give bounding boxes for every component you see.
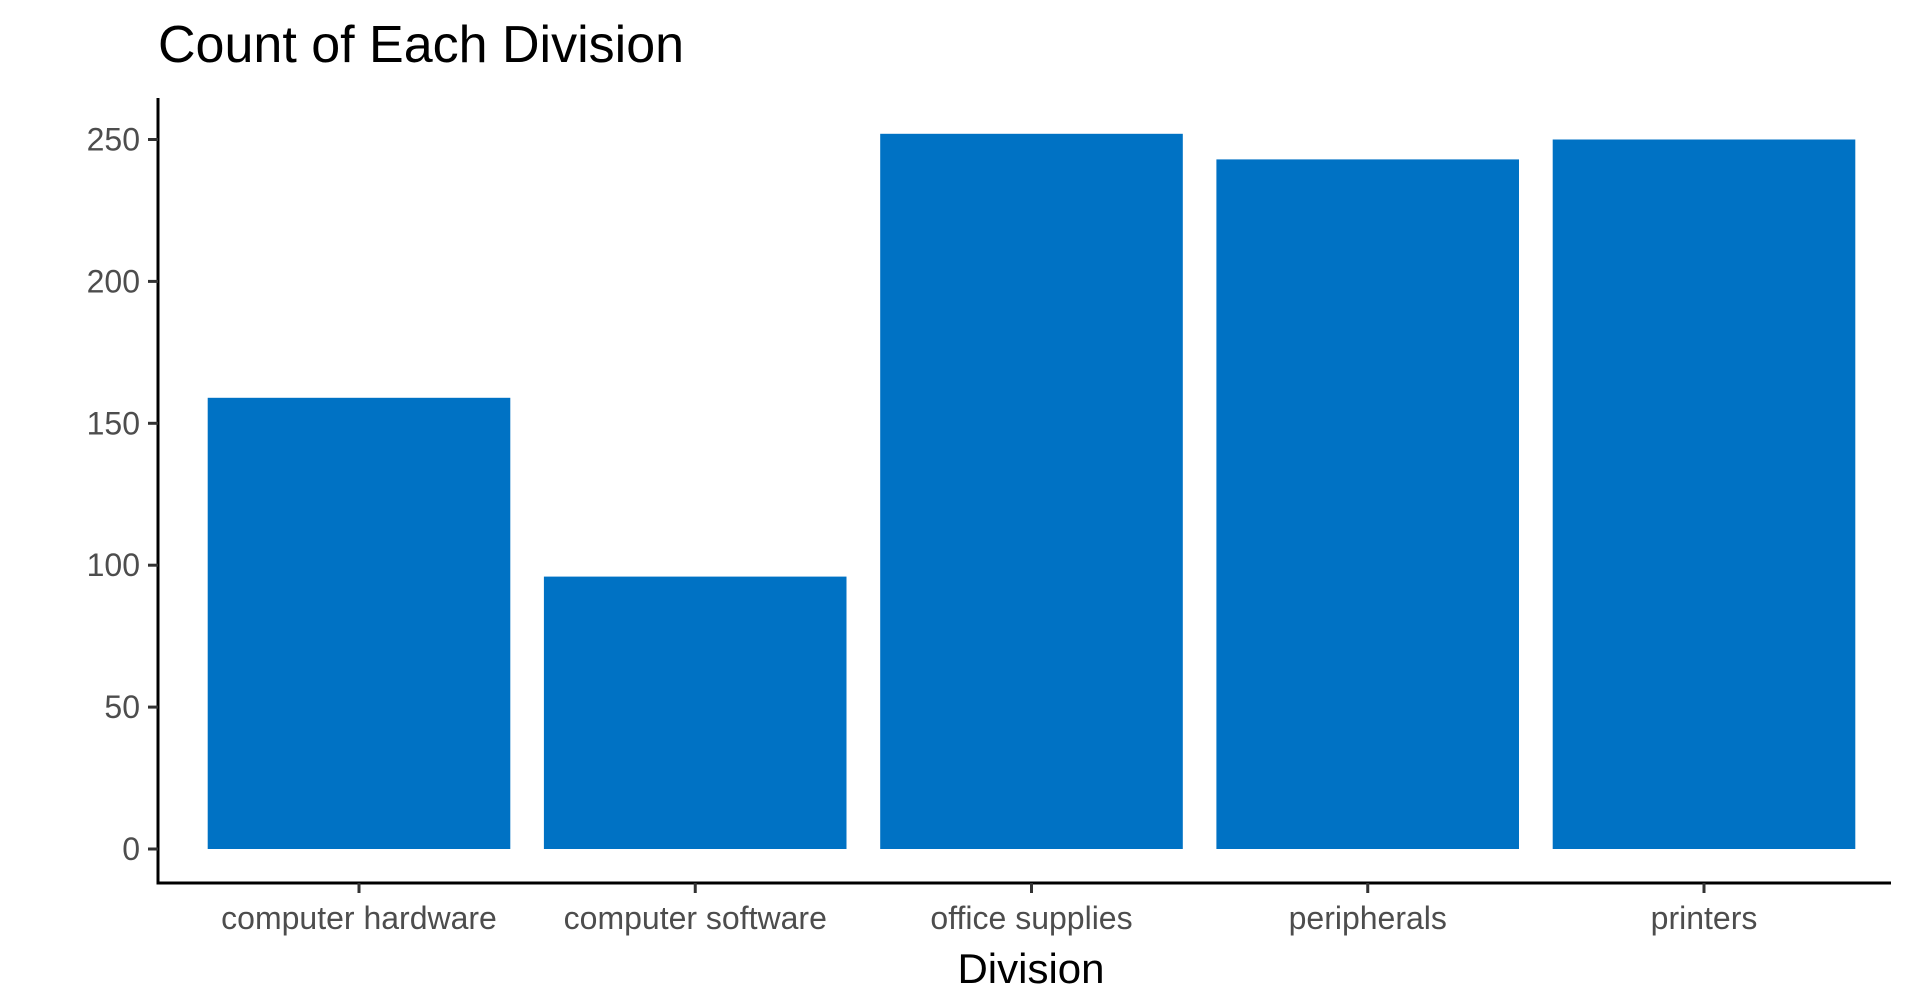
y-tick-label: 200 xyxy=(87,263,140,299)
x-tick-label: computer hardware xyxy=(221,900,497,936)
x-tick-label: peripherals xyxy=(1289,900,1447,936)
y-tick-label: 150 xyxy=(87,405,140,441)
x-tick-label: printers xyxy=(1651,900,1758,936)
y-tick-label: 0 xyxy=(122,831,140,867)
y-tick-label: 250 xyxy=(87,122,140,158)
y-tick-label: 50 xyxy=(104,689,140,725)
x-axis-ticks: computer hardware computer software office… xyxy=(221,883,1757,936)
bar-computer-software xyxy=(543,576,847,849)
bar-computer-hardware xyxy=(207,397,511,849)
x-tick-label: computer software xyxy=(564,900,827,936)
bar-peripherals xyxy=(1216,159,1519,849)
y-axis-ticks: 0 50 100 150 200 250 xyxy=(87,122,158,867)
y-tick-label: 100 xyxy=(87,547,140,583)
bar-office-supplies xyxy=(880,133,1183,850)
x-axis-title: Division xyxy=(957,945,1104,992)
chart-title: Count of Each Division xyxy=(158,16,684,74)
bars-group xyxy=(207,133,1856,850)
bar-printers xyxy=(1552,139,1856,849)
x-tick-label: office supplies xyxy=(930,900,1132,936)
